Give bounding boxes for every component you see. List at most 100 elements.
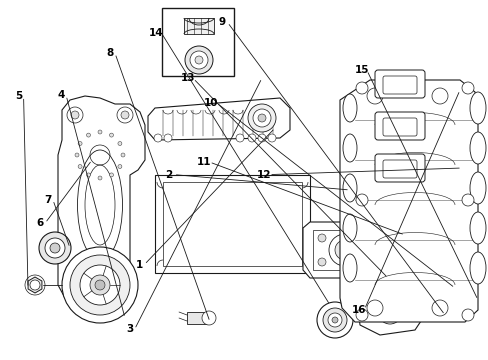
Text: 10: 10 <box>203 98 218 108</box>
Text: 9: 9 <box>219 17 225 27</box>
Circle shape <box>383 306 395 318</box>
Circle shape <box>377 300 401 324</box>
Circle shape <box>355 309 367 321</box>
Text: 13: 13 <box>181 73 195 84</box>
Circle shape <box>328 234 360 266</box>
Bar <box>312 230 412 270</box>
Circle shape <box>202 311 216 325</box>
Ellipse shape <box>469 92 485 124</box>
Circle shape <box>109 133 113 137</box>
Bar <box>163 182 302 266</box>
Text: 7: 7 <box>44 195 52 205</box>
Circle shape <box>247 104 275 132</box>
Circle shape <box>346 258 353 266</box>
Text: 5: 5 <box>15 91 22 102</box>
Text: 1: 1 <box>136 260 142 270</box>
Circle shape <box>258 114 265 122</box>
Ellipse shape <box>342 134 356 162</box>
Circle shape <box>334 240 354 260</box>
Circle shape <box>247 134 256 142</box>
Circle shape <box>50 243 60 253</box>
Ellipse shape <box>469 252 485 284</box>
Circle shape <box>316 302 352 338</box>
Circle shape <box>461 194 473 206</box>
Text: 2: 2 <box>165 170 172 180</box>
Circle shape <box>346 234 353 242</box>
Circle shape <box>67 272 83 288</box>
Circle shape <box>461 309 473 321</box>
Polygon shape <box>303 222 421 278</box>
Text: 15: 15 <box>354 65 368 75</box>
Circle shape <box>98 130 102 134</box>
Ellipse shape <box>342 214 356 242</box>
Circle shape <box>110 272 126 288</box>
FancyBboxPatch shape <box>382 160 416 178</box>
Text: 11: 11 <box>197 157 211 167</box>
Ellipse shape <box>342 94 356 122</box>
FancyBboxPatch shape <box>374 112 424 140</box>
Circle shape <box>118 141 122 145</box>
Polygon shape <box>148 98 289 140</box>
Text: 16: 16 <box>351 305 366 315</box>
Circle shape <box>86 133 90 137</box>
Circle shape <box>355 82 367 94</box>
Polygon shape <box>357 288 424 335</box>
Circle shape <box>121 111 129 119</box>
Circle shape <box>67 107 83 123</box>
Circle shape <box>39 232 71 264</box>
Circle shape <box>431 300 447 316</box>
Circle shape <box>252 109 270 127</box>
Circle shape <box>163 134 172 142</box>
Circle shape <box>366 300 382 316</box>
Circle shape <box>118 165 122 168</box>
FancyBboxPatch shape <box>382 118 416 136</box>
Circle shape <box>70 255 130 315</box>
Circle shape <box>370 151 384 165</box>
Circle shape <box>78 165 82 168</box>
Circle shape <box>71 111 79 119</box>
Polygon shape <box>58 96 145 305</box>
Bar <box>155 175 309 273</box>
Circle shape <box>195 56 203 64</box>
Text: 6: 6 <box>37 218 43 228</box>
Text: 8: 8 <box>106 48 113 58</box>
Text: 3: 3 <box>126 324 133 334</box>
Bar <box>162 8 234 76</box>
Text: 14: 14 <box>149 28 163 38</box>
Circle shape <box>375 258 383 266</box>
Polygon shape <box>28 277 42 293</box>
Circle shape <box>45 238 65 258</box>
Circle shape <box>461 82 473 94</box>
FancyBboxPatch shape <box>382 76 416 94</box>
Circle shape <box>190 51 207 69</box>
Ellipse shape <box>469 212 485 244</box>
Circle shape <box>430 126 438 134</box>
Circle shape <box>317 234 325 242</box>
Circle shape <box>75 153 79 157</box>
Circle shape <box>403 234 411 242</box>
Ellipse shape <box>342 174 356 202</box>
Polygon shape <box>186 312 208 324</box>
Ellipse shape <box>423 279 455 297</box>
Circle shape <box>267 134 275 142</box>
Circle shape <box>98 176 102 180</box>
Circle shape <box>317 258 325 266</box>
Circle shape <box>327 313 341 327</box>
Circle shape <box>355 194 367 206</box>
Circle shape <box>366 88 382 104</box>
FancyBboxPatch shape <box>374 70 424 98</box>
Bar <box>183 18 214 34</box>
Circle shape <box>30 280 40 290</box>
Circle shape <box>80 265 120 305</box>
Circle shape <box>375 234 383 242</box>
Circle shape <box>114 276 122 284</box>
Circle shape <box>117 107 133 123</box>
Ellipse shape <box>85 165 115 245</box>
Circle shape <box>95 280 105 290</box>
Circle shape <box>86 173 90 177</box>
Ellipse shape <box>428 283 450 293</box>
Circle shape <box>71 276 79 284</box>
Circle shape <box>184 46 213 74</box>
Circle shape <box>374 155 380 161</box>
Circle shape <box>331 317 337 323</box>
